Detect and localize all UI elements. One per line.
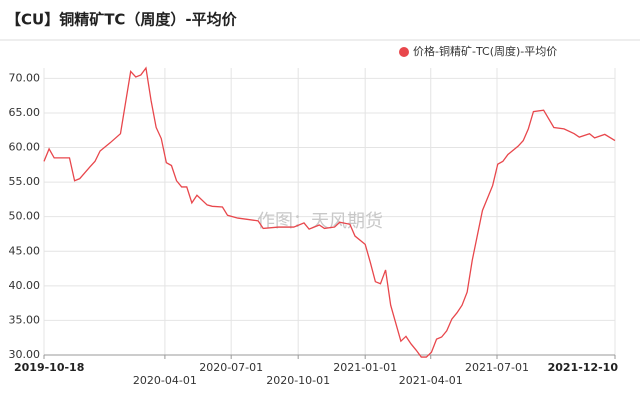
y-tick-label: 55.00 xyxy=(9,175,41,188)
data-line xyxy=(43,66,616,358)
x-tick-label: 2021-07-01 xyxy=(465,361,529,374)
x-tick-label: 2019-10-18 xyxy=(14,361,84,374)
x-tick-label: 2020-07-01 xyxy=(199,361,263,374)
y-tick-label: 30.00 xyxy=(9,348,41,361)
watermark: 作图：天风期货 xyxy=(257,211,383,232)
y-tick-label: 40.00 xyxy=(9,279,41,292)
y-tick-label: 45.00 xyxy=(9,244,41,257)
x-tick-label: 2020-04-01 xyxy=(133,374,197,387)
x-tick-label: 2021-12-10 xyxy=(548,361,619,374)
x-tick-label: 2021-04-01 xyxy=(399,374,463,387)
x-tick-label: 2021-01-01 xyxy=(333,361,397,374)
y-tick-label: 60.00 xyxy=(9,141,41,154)
y-tick-label: 35.00 xyxy=(9,313,41,326)
chart-title: 【CU】铜精矿TC（周度）-平均价 xyxy=(6,11,238,29)
y-tick-label: 70.00 xyxy=(9,71,41,84)
legend-swatch xyxy=(399,47,409,57)
y-tick-label: 65.00 xyxy=(9,106,41,119)
y-tick-label: 50.00 xyxy=(9,210,41,223)
x-tick-label: 2020-10-01 xyxy=(266,374,330,387)
legend-label: 价格-铜精矿-TC(周度)-平均价 xyxy=(413,44,557,58)
